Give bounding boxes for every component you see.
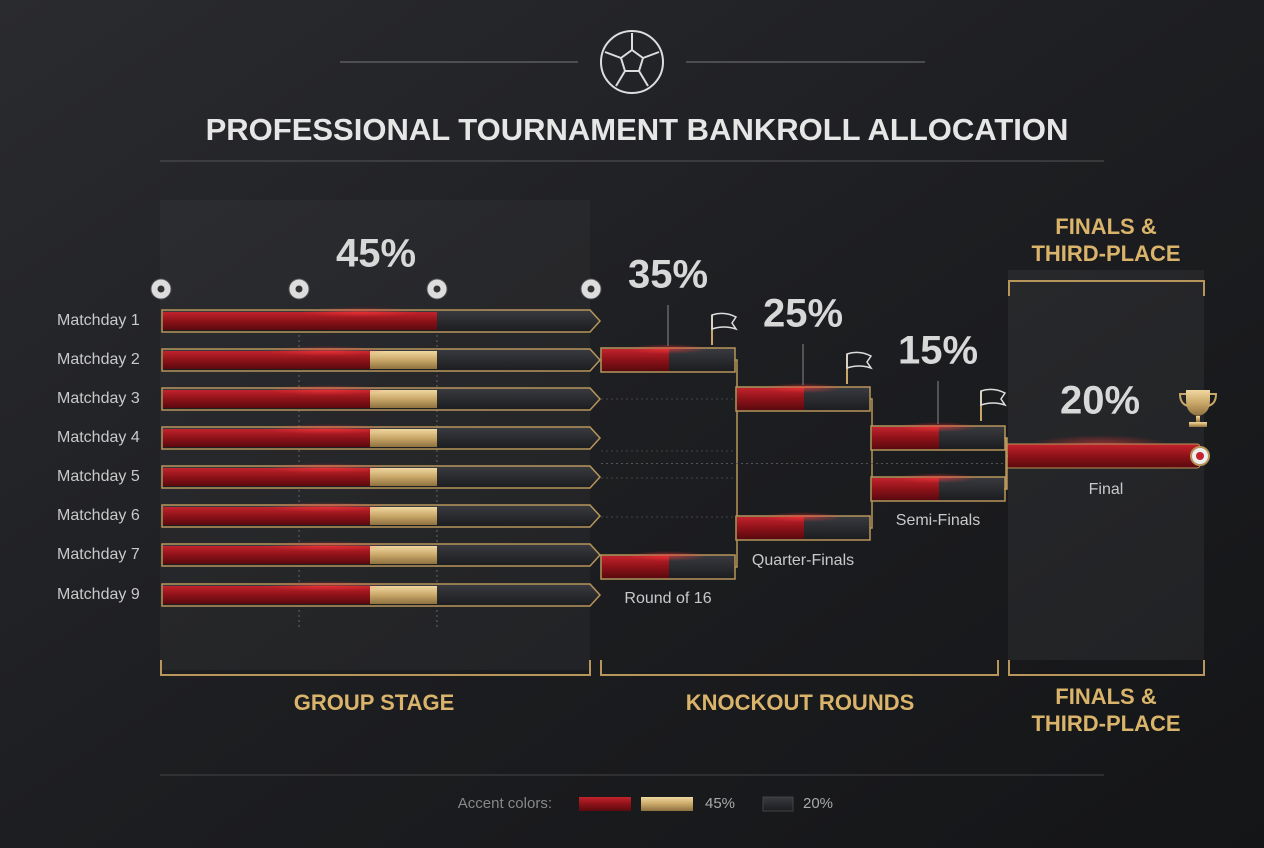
round-percent: 15% <box>898 329 978 373</box>
matchday-label: Matchday 2 <box>57 351 140 368</box>
flag <box>711 312 738 331</box>
round-label: Round of 16 <box>624 590 711 607</box>
glow <box>266 424 387 434</box>
glow <box>628 344 708 354</box>
round-bar-red <box>602 556 669 578</box>
bar-gold <box>370 429 437 447</box>
group-bracket <box>160 660 591 676</box>
matchday-label: Matchday 9 <box>57 586 140 603</box>
glow <box>266 502 387 512</box>
trophy-icon <box>1178 390 1218 427</box>
glow <box>300 307 420 317</box>
legend-item: 45% <box>705 795 735 812</box>
round-bar-red <box>872 478 939 500</box>
connector <box>1004 437 1008 490</box>
group-percent: 45% <box>336 232 416 276</box>
legend-item: 20% <box>803 795 833 812</box>
final-label: Final <box>1089 481 1124 498</box>
flag <box>980 388 1007 407</box>
knockout-bracket <box>600 660 999 676</box>
legend-swatch <box>641 797 693 811</box>
finals-bracket <box>1008 660 1205 676</box>
round-bar-red <box>872 427 939 449</box>
final-percent: 20% <box>1060 379 1140 423</box>
round-bar-red <box>602 349 669 371</box>
matchday-label: Matchday 1 <box>57 312 140 329</box>
finals-footer: THIRD-PLACE <box>1031 711 1180 736</box>
finals-heading: FINALS & <box>1055 214 1157 239</box>
ball-icon <box>157 285 165 293</box>
flag <box>846 351 873 370</box>
glow <box>266 541 387 551</box>
bar-gold <box>370 468 437 486</box>
matchday-label: Matchday 5 <box>57 468 140 485</box>
matchday-label: Matchday 3 <box>57 390 140 407</box>
matchday-label: Matchday 4 <box>57 429 140 446</box>
legend-swatch <box>762 796 794 812</box>
round-percent: 35% <box>628 253 708 297</box>
glow <box>763 383 843 393</box>
round-bar-red <box>737 388 804 410</box>
bar-gold <box>370 351 437 369</box>
ball-icon <box>295 285 303 293</box>
final-end <box>1196 452 1204 460</box>
bar-gold <box>370 586 437 604</box>
bar-gold <box>370 507 437 525</box>
bar-gold <box>370 546 437 564</box>
finals-footer: FINALS & <box>1055 684 1157 709</box>
bar-gold <box>370 390 437 408</box>
matchday-label: Matchday 6 <box>57 507 140 524</box>
round-bar-red <box>737 517 804 539</box>
ball-icon <box>600 30 664 94</box>
round-percent: 25% <box>763 292 843 336</box>
group-label: GROUP STAGE <box>294 690 455 715</box>
glow <box>898 422 978 432</box>
legend-swatch <box>579 797 631 811</box>
title: PROFESSIONAL TOURNAMENT BANKROLL ALLOCAT… <box>206 112 1069 147</box>
glow <box>628 551 708 561</box>
glow <box>266 463 387 473</box>
glow <box>266 385 387 395</box>
glow <box>763 512 843 522</box>
final-bar <box>1005 443 1201 469</box>
ball-icon <box>587 285 595 293</box>
glow <box>898 473 978 483</box>
legend-label: Accent colors: <box>458 795 552 812</box>
knockout-label: KNOCKOUT ROUNDS <box>686 690 915 715</box>
matchday-label: Matchday 7 <box>57 546 140 563</box>
ball-icon <box>433 285 441 293</box>
round-label: Semi-Finals <box>896 512 980 529</box>
round-label: Quarter-Finals <box>752 552 854 569</box>
finals-heading: THIRD-PLACE <box>1031 241 1180 266</box>
glow <box>266 581 387 591</box>
finals-top-bracket <box>1008 280 1205 296</box>
glow <box>266 346 387 356</box>
